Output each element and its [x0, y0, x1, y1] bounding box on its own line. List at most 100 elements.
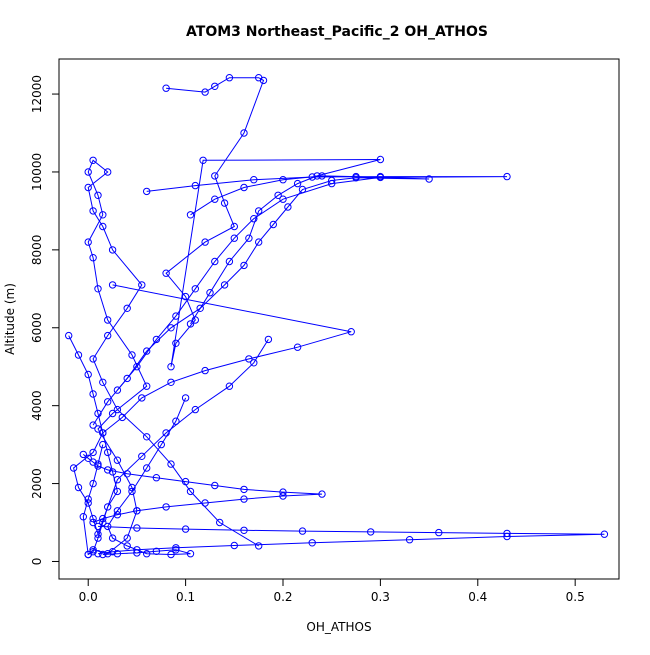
data-point — [181, 292, 190, 301]
data-point — [240, 183, 248, 192]
data-point — [250, 215, 258, 223]
data-point — [181, 477, 190, 486]
data-point — [435, 528, 443, 537]
data-point — [211, 257, 219, 266]
data-point — [172, 417, 180, 425]
data-point — [143, 382, 151, 390]
data-point — [211, 481, 219, 490]
data-point — [99, 514, 107, 523]
series-layer — [65, 74, 609, 559]
data-point — [376, 173, 385, 182]
data-point — [279, 488, 287, 496]
data-point — [108, 409, 117, 418]
data-point — [89, 514, 97, 523]
data-point — [279, 492, 287, 500]
data-point — [89, 254, 97, 262]
data-point — [279, 195, 287, 203]
data-point — [113, 456, 122, 464]
chart-title: ATOM3 Northeast_Pacific_2 OH_ATHOS — [186, 24, 488, 40]
x-axis: 0.0 0.1 0.2 0.3 0.4 0.5 — [79, 578, 585, 604]
x-axis-label: OH_ATHOS — [306, 620, 371, 634]
data-point — [123, 374, 131, 383]
data-point — [225, 74, 234, 82]
data-point — [94, 462, 102, 470]
data-point — [230, 541, 239, 550]
data-point — [123, 470, 131, 478]
data-point — [191, 181, 200, 190]
data-point — [347, 328, 355, 336]
data-point — [308, 539, 316, 547]
data-point — [167, 460, 175, 468]
data-point — [264, 335, 273, 344]
series-line — [92, 175, 430, 426]
data-point — [108, 246, 117, 254]
data-point — [211, 82, 219, 91]
data-point — [143, 187, 151, 196]
data-point — [250, 359, 258, 367]
data-point — [108, 548, 117, 556]
series-line — [117, 176, 508, 391]
data-point — [89, 207, 97, 215]
x-tick-label: 0.2 — [273, 590, 292, 604]
data-point — [118, 413, 127, 422]
data-point — [600, 530, 609, 538]
data-point — [89, 390, 97, 398]
data-point — [255, 207, 263, 215]
data-point — [230, 234, 239, 242]
data-point — [133, 363, 141, 371]
data-point — [186, 550, 195, 558]
data-point — [123, 542, 131, 550]
data-point — [425, 175, 433, 183]
y-tick-label: 6000 — [30, 312, 44, 343]
data-point — [199, 156, 207, 165]
data-point — [172, 546, 180, 554]
series-line — [102, 397, 191, 556]
data-point — [128, 351, 136, 359]
data-point — [84, 183, 92, 192]
series-6 — [65, 331, 122, 559]
data-point — [255, 238, 263, 246]
series-4 — [113, 172, 511, 394]
data-point — [211, 172, 219, 180]
data-point — [94, 522, 102, 531]
y-tick-label: 12000 — [30, 75, 44, 113]
series-3 — [89, 172, 433, 429]
data-point — [94, 285, 102, 293]
data-point — [89, 518, 97, 527]
data-point — [65, 331, 73, 340]
data-point — [99, 378, 107, 386]
data-point — [123, 534, 131, 542]
data-point — [240, 485, 248, 494]
data-point — [89, 458, 97, 466]
data-point — [84, 238, 92, 246]
data-point — [104, 522, 112, 531]
data-point — [94, 550, 102, 558]
data-point — [157, 440, 166, 449]
data-point — [206, 289, 214, 297]
data-point — [104, 331, 112, 340]
y-tick-label: 2000 — [30, 468, 44, 499]
data-point — [181, 525, 190, 533]
data-point — [99, 440, 107, 449]
data-point — [293, 343, 302, 351]
data-point — [216, 518, 224, 527]
data-point — [172, 544, 180, 552]
data-point — [79, 450, 88, 459]
data-point — [84, 454, 92, 462]
data-point — [79, 513, 88, 521]
data-point — [191, 405, 200, 414]
data-point — [225, 382, 234, 390]
data-point — [191, 316, 200, 324]
data-point — [143, 464, 151, 472]
data-point — [94, 460, 102, 468]
data-point — [240, 526, 248, 534]
data-point — [211, 195, 219, 203]
data-point — [128, 487, 136, 496]
data-point — [152, 547, 161, 555]
data-point — [89, 421, 97, 429]
data-point — [245, 234, 253, 242]
series-line — [73, 284, 352, 536]
data-point — [113, 386, 122, 394]
